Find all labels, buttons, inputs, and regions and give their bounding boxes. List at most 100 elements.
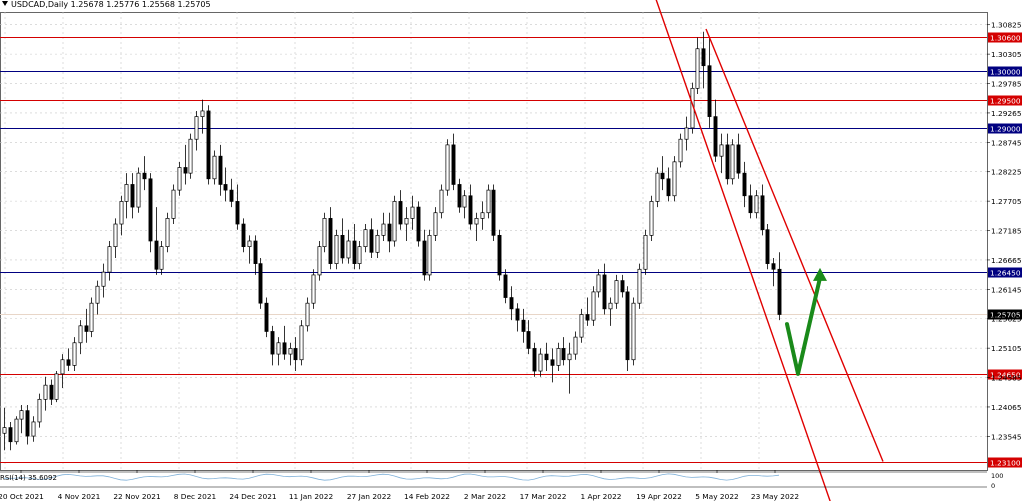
candle-bear (515, 308, 520, 321)
rsi-line (3, 473, 780, 481)
candle-bull (655, 172, 660, 202)
candle-bear (771, 263, 776, 270)
candle-bear (229, 189, 234, 202)
candle-bear (282, 342, 287, 355)
candle-bull (614, 280, 619, 304)
candle-bear (416, 206, 421, 242)
candle-bear (293, 348, 298, 361)
level-tag-label: 1.29500 (990, 97, 1021, 106)
chart-grid (0, 12, 988, 471)
candle-bear (620, 280, 625, 293)
y-tick-label: 1.30825 (991, 21, 1022, 30)
x-tick-label: 2 Mar 2022 (464, 492, 506, 501)
candle-bear (258, 263, 263, 304)
candle-bull (480, 212, 485, 219)
candle-bull (212, 155, 217, 180)
candle-bear (148, 178, 153, 242)
candle-bear (369, 229, 374, 253)
candle-bear (340, 234, 345, 259)
candle-bear (760, 195, 765, 231)
level-tag (988, 123, 1022, 134)
candlestick-series (2, 31, 782, 451)
level-tag-label: 1.29000 (990, 125, 1021, 134)
candle-bear (422, 240, 427, 276)
level-tag (988, 32, 1022, 43)
y-tick-label: 1.26145 (991, 285, 1022, 294)
candle-bear (235, 201, 240, 225)
candle-bear (270, 331, 275, 355)
candle-bear (725, 144, 730, 180)
y-tick-label: 1.27705 (991, 197, 1022, 206)
rsi-top-value: 100 (991, 472, 1003, 480)
candle-bull (346, 240, 351, 259)
level-tag-label: 1.26450 (990, 269, 1021, 278)
level-tag (988, 369, 1022, 380)
candle-bull (60, 359, 65, 375)
candle-bear (625, 291, 630, 361)
candle-bear (154, 240, 159, 270)
candle-bear (66, 359, 71, 366)
x-tick-label: 17 Mar 2022 (520, 492, 567, 501)
y-tick-label: 1.29265 (991, 109, 1022, 118)
candle-bear (451, 144, 456, 185)
candle-bear (183, 167, 188, 174)
candle-bull (288, 348, 293, 355)
candle-bull (89, 302, 94, 332)
candle-bull (538, 353, 543, 372)
candle-bear (742, 172, 747, 197)
x-tick-label: 11 Jan 2022 (289, 492, 333, 501)
x-tick-label: 20 Oct 2021 (0, 492, 44, 501)
candle-bull (410, 206, 415, 219)
candle-bear (713, 116, 718, 157)
candle-bull (177, 167, 182, 191)
candle-bull (317, 246, 322, 276)
symbol-ohlc-text: USDCAD,Daily 1.25678 1.25776 1.25568 1.2… (11, 0, 211, 9)
candle-bull (119, 201, 124, 225)
candle-bull (357, 246, 362, 264)
candle-bull (381, 223, 386, 236)
candle-bull (171, 189, 176, 219)
candle-bear (387, 223, 392, 242)
candle-bull (695, 48, 700, 89)
y-tick-label: 1.28745 (991, 138, 1022, 147)
candle-bear (241, 223, 246, 248)
candle-bear (49, 384, 54, 400)
candle-bull (684, 127, 689, 140)
candle-bull (754, 195, 759, 214)
candle-bull (404, 218, 409, 225)
candle-bull (375, 234, 380, 253)
candle-bull (247, 240, 252, 248)
candle-bull (37, 398, 42, 423)
dropdown-triangle-icon[interactable] (2, 1, 8, 6)
candle-bull (573, 336, 578, 355)
candle-bull (107, 246, 112, 273)
candle-bull (31, 421, 36, 437)
candle-bull (305, 302, 310, 327)
y-tick-label: 1.26665 (991, 256, 1022, 265)
y-tick-label: 1.25105 (991, 344, 1022, 353)
candle-bear (264, 302, 269, 332)
candle-bear (497, 234, 502, 276)
candle-bull (486, 189, 491, 214)
candle-bear (602, 274, 607, 310)
candle-bear (707, 65, 712, 117)
candle-bull (124, 184, 129, 202)
level-tag (988, 66, 1022, 77)
x-tick-label: 5 May 2022 (695, 492, 739, 501)
level-tag-label: 1.30600 (990, 34, 1021, 43)
candle-bull (194, 116, 199, 140)
x-tick-label: 27 Jan 2022 (347, 492, 391, 501)
candle-bear (84, 325, 89, 332)
level-tag-label: 1.24650 (990, 371, 1021, 380)
candle-bear (509, 297, 514, 310)
candle-bull (311, 274, 316, 304)
y-tick-label: 1.27185 (991, 227, 1022, 236)
y-tick-label: 1.29785 (991, 80, 1022, 89)
candle-bear (736, 144, 741, 174)
candle-bull (276, 342, 281, 355)
candle-bear (352, 240, 357, 264)
time-axis: 20 Oct 2021 4 Nov 2021 22 Nov 2021 8 Dec 20… (0, 470, 799, 501)
level-tag (988, 457, 1022, 468)
channel-upper-line (705, 28, 884, 462)
